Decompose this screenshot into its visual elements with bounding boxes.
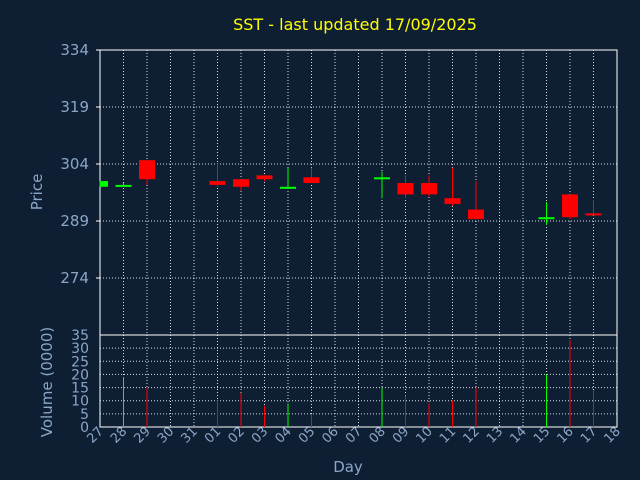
- volume-tick-label: 10: [71, 394, 89, 410]
- y-tick-label: 274: [60, 269, 89, 287]
- x-tick-label: 16: [555, 424, 577, 446]
- x-tick-label: 31: [179, 424, 201, 446]
- candle-body: [303, 177, 320, 183]
- y-tick-label: 334: [60, 41, 89, 59]
- candle-body: [538, 217, 555, 220]
- volume-tick-label: 20: [71, 367, 89, 383]
- x-tick-label: 18: [602, 424, 624, 446]
- x-tick-label: 28: [108, 424, 130, 446]
- y-axis-label: Price: [28, 174, 46, 211]
- candle-body: [233, 179, 249, 187]
- volume-tick-label: 35: [71, 328, 89, 344]
- volume-panel: 27 28 29 30 31 01 02 03 04 05 06 07 08 09 10 11 12 13 14 15…: [71, 328, 624, 447]
- x-tick-label: 12: [461, 424, 483, 446]
- candle-body: [256, 175, 273, 180]
- candle-body: [209, 181, 226, 185]
- candle-body: [139, 160, 155, 180]
- volume-frame: [99, 334, 618, 428]
- volume-tick-label: 15: [71, 381, 89, 397]
- y-tick-label: 289: [60, 212, 89, 230]
- x-tick-label: 04: [273, 424, 295, 446]
- price-panel: 274 289 304 319 334: [60, 41, 618, 336]
- volume-axis-label: Volume (0000): [38, 327, 56, 437]
- x-tick-label: 10: [414, 424, 436, 446]
- candle-body: [115, 184, 132, 187]
- x-tick-label: 08: [367, 424, 389, 446]
- x-tick-label: 09: [390, 424, 412, 446]
- volume-tick-label: 0: [80, 420, 89, 436]
- candle-body: [444, 198, 461, 204]
- x-axis-label: Day: [333, 458, 363, 476]
- x-tick-label: 13: [484, 424, 506, 446]
- x-tick-label: 15: [531, 424, 553, 446]
- candle-body: [100, 181, 108, 187]
- y-tick-label: 304: [60, 155, 89, 173]
- volume-tick-label: 25: [71, 354, 89, 370]
- y-tick-label: 319: [60, 98, 89, 116]
- x-tick-label: 05: [296, 424, 318, 446]
- candle-body: [562, 194, 578, 218]
- x-tick-label: 17: [578, 424, 600, 446]
- x-tick-label: 29: [132, 424, 154, 446]
- candle-body: [421, 183, 437, 195]
- chart-title: SST - last updated 17/09/2025: [233, 15, 477, 34]
- volume-tick-label: 30: [71, 341, 89, 357]
- volume-tick-label: 5: [80, 407, 89, 423]
- candle-body: [468, 209, 484, 220]
- candle-body: [374, 177, 390, 180]
- candle-body: [585, 213, 602, 216]
- x-tick-label: 14: [508, 424, 530, 446]
- x-tick-label: 02: [226, 424, 248, 446]
- candle-body: [397, 183, 414, 195]
- x-tick-label: 06: [320, 424, 342, 446]
- x-tick-label: 01: [202, 424, 224, 446]
- x-tick-label: 11: [437, 424, 459, 446]
- candle-body: [280, 186, 296, 189]
- x-tick-label: 07: [343, 424, 365, 446]
- x-tick-label: 03: [249, 424, 271, 446]
- x-tick-label: 30: [155, 424, 177, 446]
